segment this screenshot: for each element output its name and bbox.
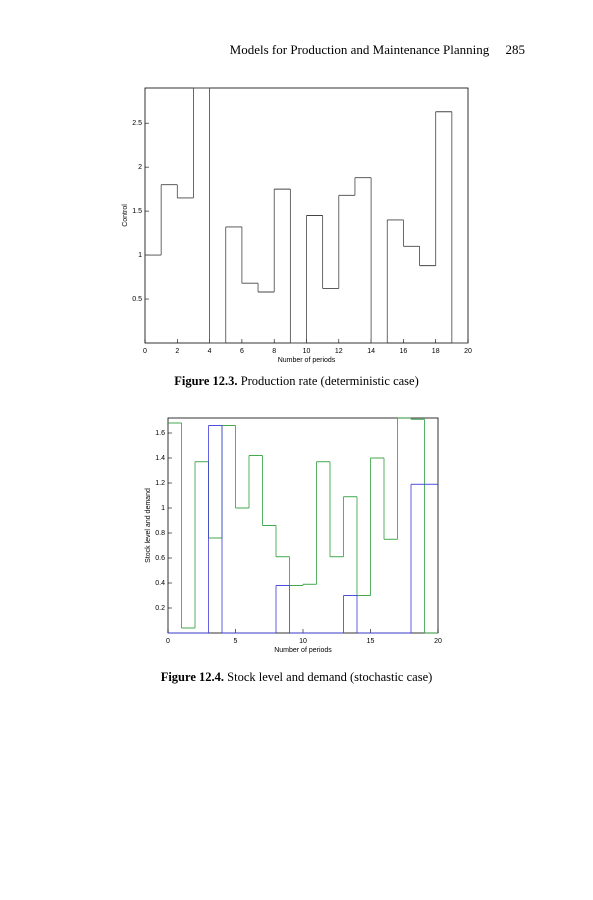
y-tick-label: 1.4 [155,455,165,462]
x-axis-label: Number of periods [274,647,332,654]
caption-label: Figure 12.4. [160,670,225,684]
y-axis-label: Stock level and demand [145,488,152,563]
y-tick-label: 0.2 [155,605,165,612]
page-number: 285 [505,42,526,57]
x-tick-label: 2 [175,348,179,355]
y-tick-label: 2.5 [132,120,142,127]
header-title: Models for Production and Maintenance Pl… [229,42,490,57]
x-tick-label: 14 [367,348,375,355]
running-header: Models for Production and Maintenance Pl… [230,42,525,58]
caption-label: Figure 12.3. [174,374,238,388]
x-tick-label: 20 [434,638,442,645]
x-axis-label: Number of periods [278,357,336,364]
y-tick-label: 0.5 [132,296,142,303]
caption: Figure 12.4. Stock level and demand (sto… [0,670,593,685]
x-tick-label: 5 [234,638,238,645]
caption: Figure 12.3. Production rate (determinis… [0,374,593,389]
y-tick-label: 0.4 [155,580,165,587]
x-tick-label: 10 [303,348,311,355]
y-tick-label: 1.5 [132,208,142,215]
x-tick-label: 10 [299,638,307,645]
x-tick-label: 8 [272,348,276,355]
y-tick-label: 2 [138,164,142,171]
x-tick-label: 15 [367,638,375,645]
caption-text: Production rate (deterministic case) [240,374,419,388]
x-tick-label: 16 [400,348,408,355]
x-tick-label: 12 [335,348,343,355]
x-tick-label: 4 [208,348,212,355]
caption-text: Stock level and demand (stochastic case) [227,670,433,684]
x-tick-label: 0 [166,638,170,645]
y-tick-label: 1 [138,252,142,259]
x-tick-label: 18 [432,348,440,355]
x-tick-label: 0 [143,348,147,355]
x-tick-label: 6 [240,348,244,355]
y-tick-label: 1.6 [155,430,165,437]
y-tick-label: 1 [161,505,165,512]
x-tick-label: 20 [464,348,472,355]
y-tick-label: 0.8 [155,530,165,537]
y-tick-label: 0.6 [155,555,165,562]
y-tick-label: 1.2 [155,480,165,487]
y-axis-label: Control [122,204,129,227]
